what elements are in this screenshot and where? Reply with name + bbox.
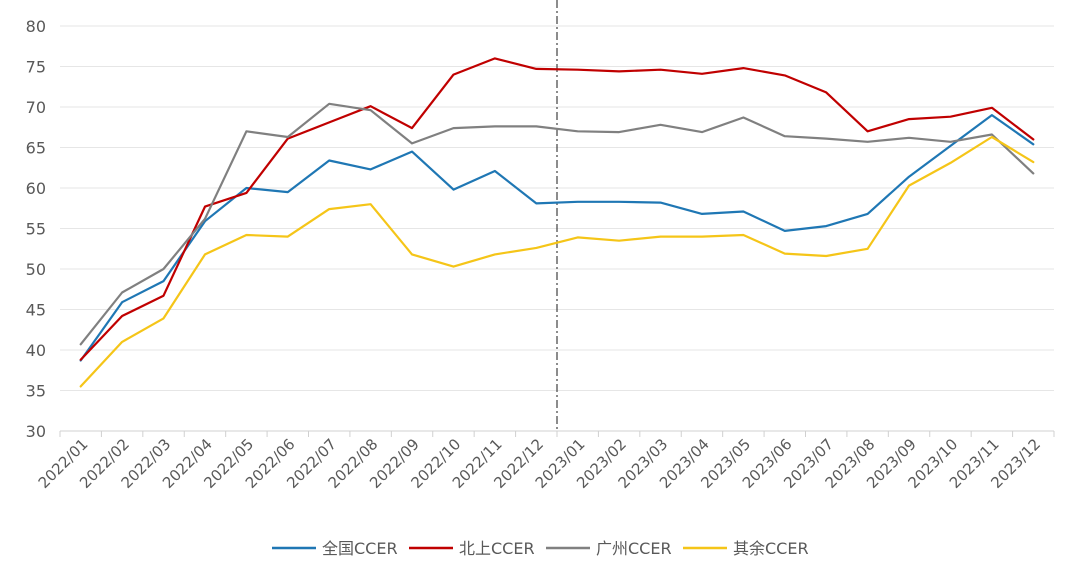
legend-item-3[interactable]: 广州CCER (546, 539, 672, 558)
series-line-1 (79, 113, 1035, 362)
y-tick-label: 30 (26, 422, 46, 441)
legend-label: 北上CCER (459, 539, 535, 558)
legend-item-4[interactable]: 其余CCER (683, 539, 809, 558)
y-tick-label: 50 (26, 260, 46, 279)
y-tick-label: 40 (26, 341, 46, 360)
series-line-4 (79, 135, 1035, 388)
legend-label: 广州CCER (596, 539, 672, 558)
y-tick-label: 80 (26, 17, 46, 36)
y-tick-label: 45 (26, 301, 46, 320)
y-tick-label: 35 (26, 382, 46, 401)
legend-item-1[interactable]: 全国CCER (272, 539, 398, 558)
y-tick-label: 70 (26, 98, 46, 117)
series-line-2 (79, 57, 1035, 361)
series-line-3 (79, 102, 1035, 346)
legend-label: 全国CCER (322, 539, 398, 558)
y-tick-label: 75 (26, 58, 46, 77)
series-layer (79, 57, 1035, 388)
y-tick-label: 65 (26, 139, 46, 158)
legend-item-2[interactable]: 北上CCER (409, 539, 535, 558)
axes: 30354045505560657075802022/012022/022022… (26, 17, 1055, 492)
legend[interactable]: 全国CCER 北上CCER 广州CCER 其余CCER (272, 539, 809, 558)
y-tick-label: 55 (26, 220, 46, 239)
y-tick-label: 60 (26, 179, 46, 198)
legend-label: 其余CCER (733, 539, 809, 558)
